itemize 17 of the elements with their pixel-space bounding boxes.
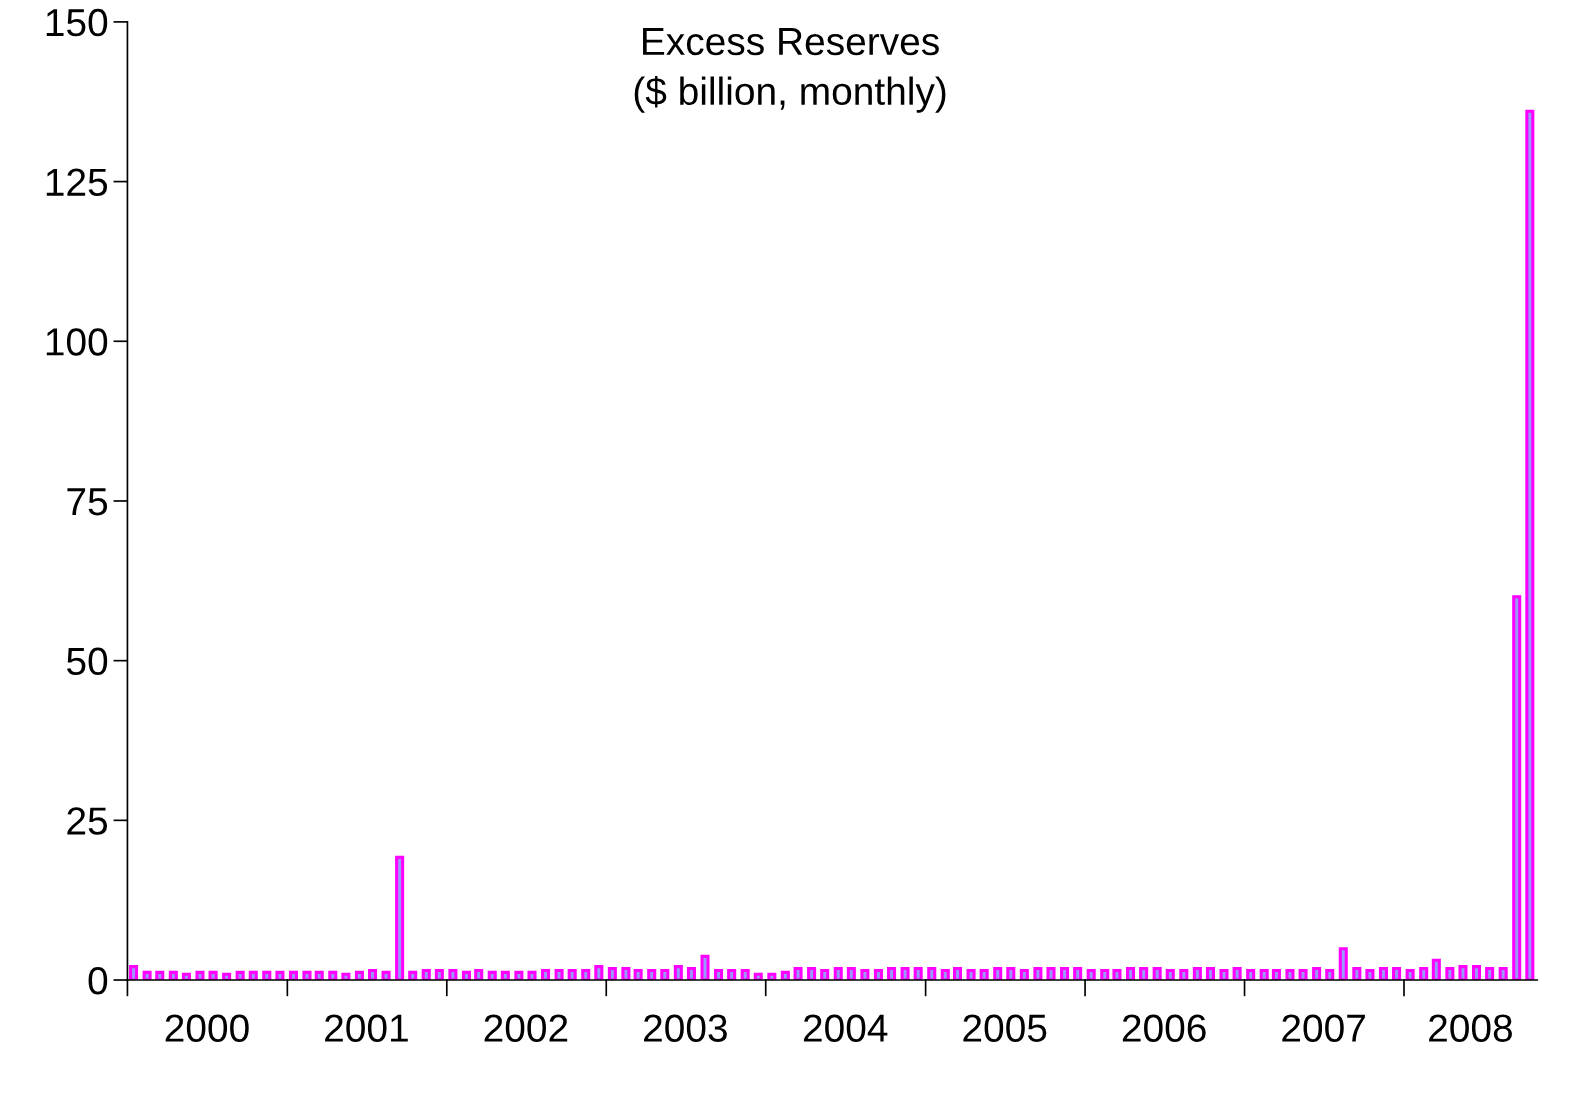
y-tick-label: 0 (88, 966, 108, 995)
y-tick-label: 50 (66, 647, 108, 676)
x-tick-label: 2001 (325, 1014, 408, 1042)
y-tick-label: 25 (67, 807, 108, 835)
y-tick-label: 150 (46, 8, 108, 37)
y-tick-label: 100 (46, 328, 108, 356)
x-tick-label: 2004 (803, 1014, 888, 1042)
x-tick-label: 2008 (1429, 1014, 1512, 1042)
x-tick-label: 2002 (484, 1014, 568, 1042)
x-tick-label: 2005 (963, 1014, 1047, 1042)
x-tick-label: 2003 (644, 1014, 727, 1042)
y-tick-label: 75 (67, 488, 108, 516)
x-tick-label: 2006 (1122, 1014, 1206, 1042)
x-tick-label: 2000 (165, 1014, 249, 1042)
y-tick-label: 125 (46, 168, 108, 197)
text: Excess Reserves ($ billion, monthly) (634, 28, 946, 113)
x-tick-label: 2007 (1282, 1014, 1365, 1042)
